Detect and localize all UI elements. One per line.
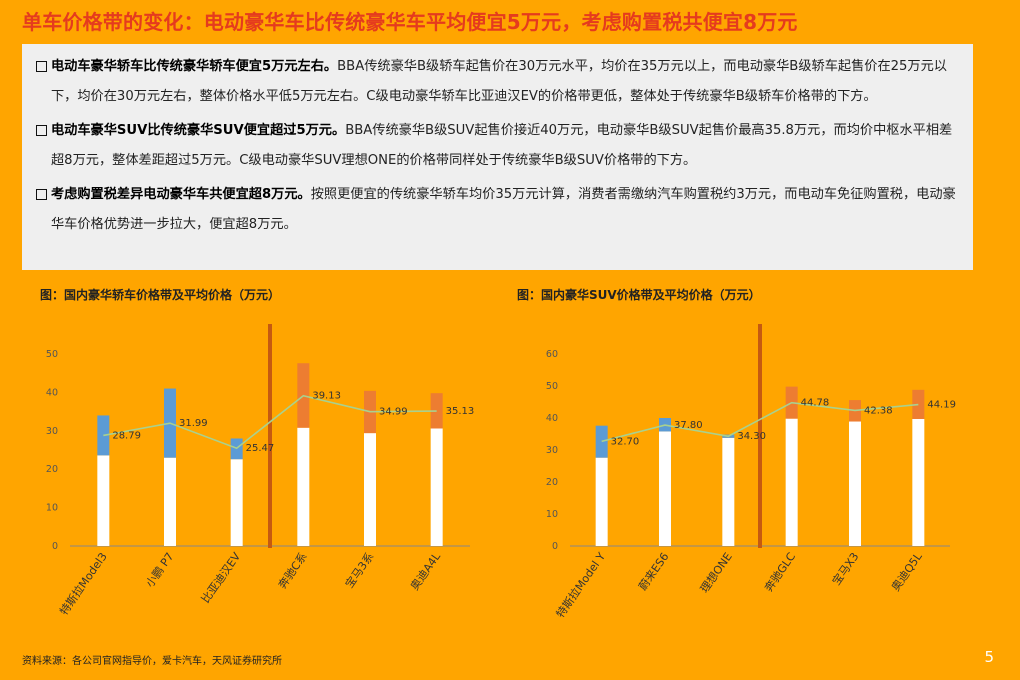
price-range-bar [595, 425, 608, 458]
checkbox-bullet-icon [36, 189, 47, 200]
x-category-label: 奥迪A4L [407, 549, 443, 593]
y-tick-label: 50 [546, 381, 558, 392]
bullet-text: BBA传统豪华B级SUV起售价接近40万元，电动豪华B级SUV起售价最高35.8… [51, 123, 953, 168]
bullet-sedan: 电动车豪华轿车比传统豪华轿车便宜5万元左右。BBA传统豪华B级轿车起售价在30万… [36, 52, 961, 112]
suv-chart-title: 图：国内豪华SUV价格带及平均价格（万元） [517, 288, 761, 302]
bar-base [97, 455, 110, 546]
bar-base [659, 431, 671, 546]
average-data-label: 32.70 [611, 436, 640, 447]
x-category-label: 奔驰GLC [761, 549, 798, 594]
x-category-label: 小鹏 P7 [143, 550, 176, 590]
bullet-suv: 电动车豪华SUV比传统豪华SUV便宜超过5万元。BBA传统豪华B级SUV起售价接… [36, 116, 961, 176]
average-data-label: 37.80 [674, 420, 703, 431]
average-data-label: 35.13 [446, 406, 475, 417]
average-data-label: 25.47 [246, 443, 275, 454]
average-price-line [601, 401, 919, 443]
y-tick-label: 20 [46, 464, 58, 475]
x-category-label: 蔚来ES6 [636, 550, 671, 593]
x-category-label: 特斯拉Model Y [553, 549, 608, 620]
average-data-label: 42.38 [864, 405, 893, 416]
price-range-bar [912, 389, 925, 419]
suv-price-chart: 0 10 20 30 40 50 60 32.70 37.80 34.30 44.78 42.38 44… [546, 324, 956, 620]
bullet-text: 按照更便宜的传统豪华轿车均价35万元计算，消费者需缴纳汽车购置税约3万元，而电动… [51, 187, 956, 232]
bar-base [230, 459, 243, 546]
bullet-heading: 电动车豪华轿车比传统豪华轿车便宜5万元左右。 [51, 59, 338, 74]
bar-base [164, 457, 176, 546]
x-category-label: 宝马X3 [829, 550, 861, 588]
y-tick-label: 10 [546, 509, 558, 520]
bullet-text: BBA传统豪华B级轿车起售价在30万元水平，均价在35万元以上，而电动豪华B级轿… [51, 59, 947, 104]
x-category-label: 理想ONE [697, 550, 735, 596]
y-tick-label: 20 [546, 477, 558, 488]
y-tick-label: 50 [46, 349, 58, 360]
x-category-label: 奔驰C系 [275, 550, 310, 591]
sedan-price-chart: 0 10 20 30 40 50 28.79 31.99 25.47 39.13 34.99 35.1… [46, 324, 475, 618]
bullet-heading: 考虑购置税差异电动豪华车共便宜超8万元。 [51, 187, 311, 202]
y-tick-label: 0 [52, 541, 58, 552]
source-note: 资料来源：各公司官网指导价，爱卡汽车，天风证券研究所 [22, 656, 282, 667]
average-data-label: 44.19 [927, 400, 956, 411]
bullet-heading: 电动车豪华SUV比传统豪华SUV便宜超过5万元。 [51, 123, 346, 138]
y-tick-label: 40 [546, 413, 558, 424]
bar-base [430, 428, 443, 546]
y-tick-label: 30 [546, 445, 558, 456]
average-data-label: 28.79 [112, 430, 141, 441]
bar-base [595, 457, 608, 546]
y-tick-label: 40 [46, 387, 58, 398]
bar-base [364, 433, 376, 546]
price-range-bar [430, 393, 443, 429]
x-category-label: 比亚迪汉EV [199, 550, 243, 606]
bar-base [297, 427, 310, 546]
bar-base [849, 421, 861, 546]
y-tick-label: 0 [552, 541, 558, 552]
sedan-chart-title: 图：国内豪华轿车价格带及平均价格（万元） [40, 288, 281, 302]
bar-base [785, 418, 798, 546]
x-category-label: 特斯拉Model3 [56, 550, 109, 618]
average-data-label: 34.99 [379, 407, 408, 418]
page-number: 5 [984, 648, 994, 666]
x-category-label: 奥迪Q5L [888, 549, 925, 594]
checkbox-bullet-icon [36, 125, 47, 136]
bar-base [912, 418, 925, 546]
bar-base [722, 437, 735, 546]
average-data-label: 34.30 [737, 431, 766, 442]
checkbox-bullet-icon [36, 61, 47, 72]
average-data-label: 39.13 [312, 391, 341, 402]
bullet-tax: 考虑购置税差异电动豪华车共便宜超8万元。按照更便宜的传统豪华轿车均价35万元计算… [36, 180, 961, 240]
y-tick-label: 30 [46, 426, 58, 437]
average-data-label: 44.78 [801, 398, 830, 409]
average-price-line [103, 394, 437, 450]
summary-box: 电动车豪华轿车比传统豪华轿车便宜5万元左右。BBA传统豪华B级轿车起售价在30万… [22, 44, 973, 270]
x-category-label: 宝马3系 [342, 550, 376, 591]
page-title: 单车价格带的变化：电动豪华车比传统豪华车平均便宜5万元，考虑购置税共便宜8万元 [22, 10, 798, 34]
y-tick-label: 10 [46, 503, 58, 514]
y-tick-label: 60 [546, 349, 558, 360]
average-data-label: 31.99 [179, 418, 208, 429]
